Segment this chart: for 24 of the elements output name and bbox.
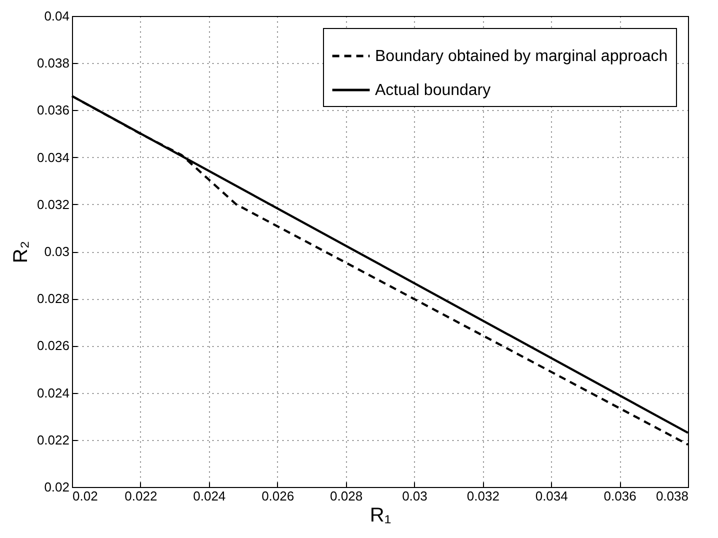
x-tick-label: 0.03 [402, 488, 428, 504]
y-tick-label: 0.038 [36, 56, 70, 71]
x-tick-label: 0.026 [262, 488, 294, 504]
y-tick-label: 0.024 [36, 385, 70, 400]
y-tick-label: 0.032 [36, 196, 70, 212]
y-tick-label: 0.034 [36, 150, 70, 165]
x-tick-label: 0.022 [124, 488, 158, 504]
y-tick-label: 0.03 [44, 244, 70, 259]
legend-label: Boundary obtained by marginal approach [375, 48, 668, 65]
x-axis-title: R₁ [370, 504, 392, 526]
y-axis-title: R₂ [10, 240, 32, 264]
y-tick-label: 0.04 [44, 8, 70, 24]
y-tick-label: 0.026 [36, 338, 70, 354]
x-tick-label: 0.036 [604, 488, 636, 504]
y-tick-label: 0.036 [36, 102, 70, 118]
x-tick-label: 0.024 [193, 488, 226, 504]
x-tick-label: 0.034 [535, 488, 568, 504]
y-tick-label: 0.028 [36, 291, 70, 306]
y-tick-label: 0.022 [36, 432, 70, 448]
x-tick-label: 0.02 [72, 488, 98, 504]
legend-label: Actual boundary [375, 82, 491, 99]
x-tick-label: 0.028 [330, 488, 363, 504]
x-tick-label: 0.032 [466, 488, 500, 504]
x-tick-label: 0.038 [656, 488, 688, 504]
